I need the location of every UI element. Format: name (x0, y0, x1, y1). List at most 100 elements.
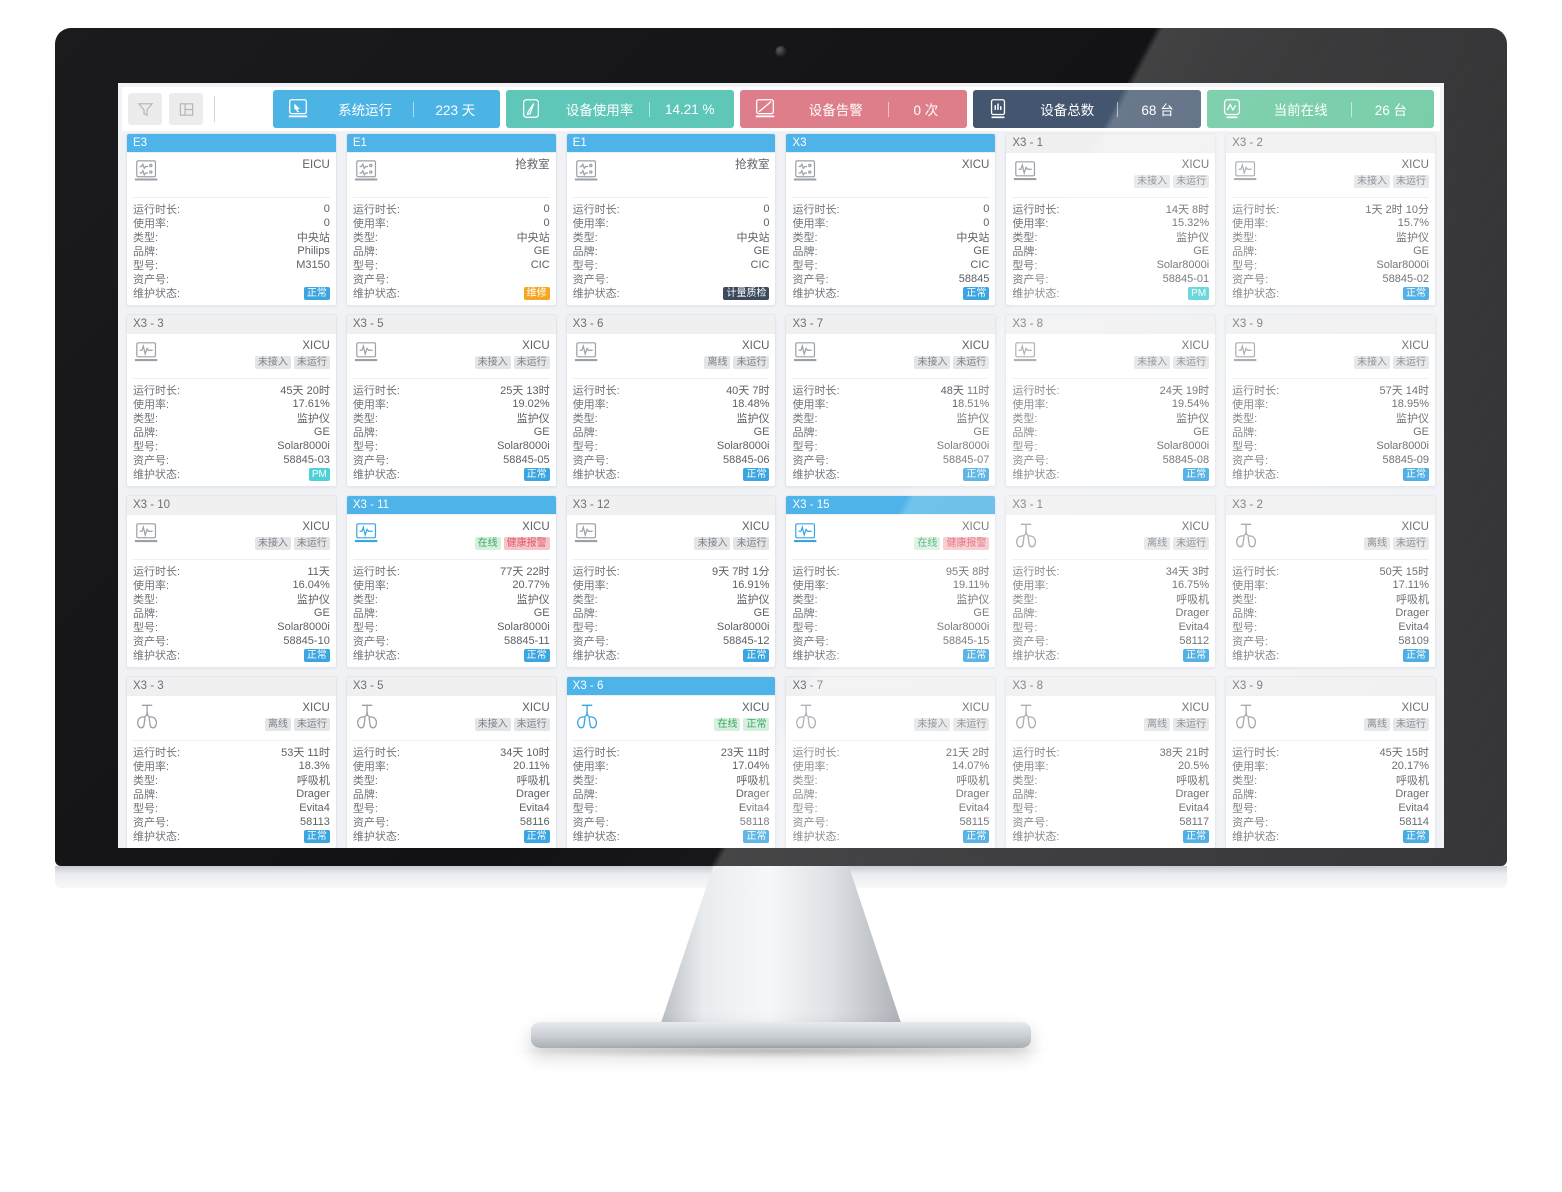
detail-row: 使用率: 18.3% (133, 759, 330, 773)
kpi-device-total[interactable]: 设备总数 68 台 (973, 90, 1201, 128)
device-card[interactable]: X3 - 15 XICU 在线 健康报警 运行时长: 95天 8时 使用率: 19.11% 类型… (785, 495, 997, 668)
central-station-icon (353, 159, 383, 187)
card-header: X3 - 6 (566, 315, 776, 334)
detail-row: 型号: CIC (353, 258, 550, 272)
device-card[interactable]: X3 - 3 XICU 离线 未运行 运行时长: 53天 11时 使用率: 18.3% 类型: 呼… (126, 676, 337, 848)
funnel-icon[interactable] (128, 93, 162, 125)
detail-value: 48天 11时 (940, 385, 990, 397)
detail-label: 使用率: (572, 580, 609, 592)
device-card[interactable]: X3 XICU 运行时长: 0 使用率: 0 类型: 中央站 品牌: GE 型号: CIC 资产号: 58… (785, 133, 997, 306)
detail-label: 使用率: (792, 761, 829, 773)
device-card[interactable]: X3 - 1 XICU 离线 未运行 运行时长: 34天 3时 使用率: 16.75% 类型: 呼… (1005, 495, 1217, 668)
status-badge: 离线 (1363, 718, 1390, 731)
top-toolbar: 系统运行 223 天 设备使用率 14.21 % (122, 87, 1440, 131)
card-summary: XICU 在线 健康报警 (347, 515, 556, 559)
detail-label: 类型: (1012, 413, 1038, 425)
kpi-device-alarm[interactable]: 设备告警 0 次 (739, 90, 968, 128)
detail-row: 资产号: 58845-07 (792, 453, 989, 467)
kpi-system-uptime[interactable]: 系统运行 223 天 (273, 90, 501, 128)
device-card[interactable]: X3 - 9 XICU 离线 未运行 运行时长: 45天 15时 使用率: 20.17% 类型:… (1225, 676, 1436, 848)
maintenance-badge: 正常 (523, 467, 550, 481)
detail-label: 类型: (352, 594, 378, 606)
detail-label: 使用率: (133, 218, 170, 230)
detail-value: 0 (543, 203, 550, 215)
detail-row: 运行时长: 38天 21时 (1012, 745, 1209, 759)
detail-label: 维护状态: (792, 469, 840, 481)
detail-label: 品牌: (1012, 608, 1038, 620)
maintenance-status: 正常 (743, 648, 770, 662)
card-header: X3 - 6 (566, 677, 776, 696)
detail-row: 型号: Evita4 (1012, 801, 1209, 815)
status-badge: 未运行 (1392, 175, 1429, 188)
kpi-label: 系统运行 (338, 103, 393, 118)
card-status-area: 抢救室 (515, 159, 550, 175)
monitor-icon (133, 521, 163, 549)
device-card[interactable]: E3 EICU 运行时长: 0 使用率: 0 类型: 中央站 品牌: Philips 型号: M315… (126, 133, 337, 306)
device-card[interactable]: X3 - 5 XICU 未接入 未运行 运行时长: 25天 13时 使用率: 19.02% 类型… (345, 314, 557, 487)
detail-label: 品牌: (792, 427, 818, 439)
device-card[interactable]: X3 - 5 XICU 未接入 未运行 运行时长: 34天 10时 使用率: 20.11% 类型… (345, 676, 557, 848)
card-divider (352, 740, 550, 741)
device-card[interactable]: X3 - 7 XICU 未接入 未运行 运行时长: 21天 2时 使用率: 14.07% 类型:… (785, 676, 997, 848)
device-card[interactable]: X3 - 7 XICU 未接入 未运行 运行时长: 48天 11时 使用率: 18.51% 类型… (785, 314, 997, 487)
maintenance-status: PM (1188, 286, 1210, 300)
detail-value: 中央站 (296, 232, 330, 244)
status-badge: 未运行 (1392, 356, 1429, 369)
detail-value: Evita4 (1178, 802, 1210, 814)
detail-label: 运行时长: (1012, 747, 1060, 759)
device-card[interactable]: X3 - 2 XICU 离线 未运行 运行时长: 50天 15时 使用率: 17.11% 类型:… (1225, 495, 1436, 668)
detail-value: 58845-06 (722, 454, 770, 466)
department-label: XICU (742, 340, 770, 352)
detail-label: 运行时长: (792, 747, 840, 759)
device-card[interactable]: E1 抢救室 运行时长: 0 使用率: 0 类型: 中央站 品牌: GE 型号: CIC 资产号: 维护状… (565, 133, 777, 306)
device-card[interactable]: E1 抢救室 运行时长: 0 使用率: 0 类型: 中央站 品牌: GE 型号: CIC 资产号: 维护状… (345, 133, 557, 306)
device-card[interactable]: X3 - 1 XICU 未接入 未运行 运行时长: 14天 8时 使用率: 15.32% 类型:… (1005, 133, 1217, 306)
detail-label: 品牌: (1012, 246, 1038, 258)
detail-value: 95天 8时 (945, 566, 990, 578)
detail-value: GE (753, 426, 770, 438)
device-card[interactable]: X3 - 12 XICU 未接入 未运行 运行时长: 9天 7时 1分 使用率: 16.91%… (565, 495, 777, 668)
card-details: 运行时长: 0 使用率: 0 类型: 中央站 品牌: GE 型号: CIC 资产号: 维护状态: 计量质… (567, 198, 776, 305)
badge-group: 未接入 未运行 (1134, 356, 1210, 369)
card-divider (1232, 197, 1429, 198)
monitor-icon (133, 340, 163, 368)
detail-label: 维护状态: (352, 650, 400, 662)
device-card[interactable]: X3 - 10 XICU 未接入 未运行 运行时长: 11天 使用率: 16.04% 类型: 监护… (126, 495, 337, 668)
device-card[interactable]: X3 - 11 XICU 在线 健康报警 运行时长: 77天 22时 使用率: 20.77% 类… (345, 495, 557, 668)
department-label: 抢救室 (515, 159, 550, 171)
detail-row: 类型: 中央站 (573, 230, 770, 244)
detail-label: 类型: (1232, 775, 1258, 787)
detail-label: 维护状态: (1012, 288, 1060, 300)
detail-row: 资产号: 58845-03 (133, 453, 330, 467)
detail-row: 类型: 呼吸机 (573, 773, 770, 787)
device-card[interactable]: X3 - 2 XICU 未接入 未运行 运行时长: 1天 2时 10分 使用率: 15.7% 类… (1225, 133, 1436, 306)
kpi-currently-online[interactable]: 当前在线 26 台 (1206, 90, 1435, 128)
detail-row: 使用率: 18.48% (573, 397, 770, 411)
status-badge: 在线 (914, 537, 941, 550)
detail-label: 品牌: (1232, 427, 1258, 439)
detail-label: 品牌: (792, 246, 818, 258)
detail-row: 类型: 呼吸机 (1012, 592, 1209, 606)
device-card[interactable]: X3 - 6 XICU 离线 未运行 运行时长: 40天 7时 使用率: 18.48% 类型: 监… (565, 314, 777, 487)
detail-row: 品牌: GE (133, 606, 330, 620)
cursor-screen-icon (285, 96, 311, 122)
detail-value: 58845-05 (503, 454, 550, 466)
detail-label: 使用率: (352, 399, 389, 411)
detail-label: 运行时长: (792, 204, 840, 216)
device-card[interactable]: X3 - 8 XICU 离线 未运行 运行时长: 38天 21时 使用率: 20.5% 类型: 呼… (1005, 676, 1217, 848)
device-card[interactable]: X3 - 9 XICU 未接入 未运行 运行时长: 57天 14时 使用率: 18.95% 类型… (1225, 314, 1436, 487)
detail-value: 24天 19时 (1159, 385, 1210, 397)
detail-row: 运行时长: 0 (353, 202, 550, 216)
kpi-separator (1117, 101, 1119, 117)
detail-value: Solar8000i (1376, 259, 1429, 271)
card-summary: XICU 离线 未运行 (1006, 696, 1215, 740)
device-card[interactable]: X3 - 6 XICU 在线 正常 运行时长: 23天 11时 使用率: 17.04% 类型: 呼… (565, 676, 777, 848)
kpi-device-usage-rate[interactable]: 设备使用率 14.21 % (506, 90, 734, 128)
device-card[interactable]: X3 - 3 XICU 未接入 未运行 运行时长: 45天 20时 使用率: 17.61% 类型… (126, 314, 337, 487)
maintenance-badge: 正常 (743, 648, 770, 662)
device-card[interactable]: X3 - 8 XICU 未接入 未运行 运行时长: 24天 19时 使用率: 19.54% 类型… (1005, 314, 1217, 487)
layout-grid-icon[interactable] (169, 93, 203, 125)
detail-label: 型号: (572, 441, 598, 453)
status-badge: 未运行 (953, 718, 990, 731)
